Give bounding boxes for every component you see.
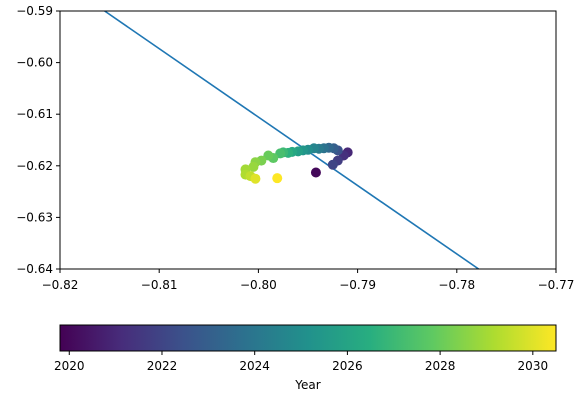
- y-tick-label: −0.59: [16, 4, 53, 18]
- colorbar-gradient: [59, 324, 557, 352]
- x-tick-label: −0.78: [438, 278, 475, 292]
- series-layer: [104, 11, 480, 269]
- x-tick-label: −0.80: [240, 278, 277, 292]
- scatter-point: [310, 167, 321, 178]
- y-tick-label: −0.61: [16, 107, 53, 121]
- colorbar: 2020 2022 2024 2026 2028 2030 Year: [54, 324, 557, 392]
- y-tick-label: −0.62: [16, 159, 53, 173]
- x-tick-label: −0.81: [141, 278, 178, 292]
- scatter-point: [327, 159, 338, 170]
- scatter-point: [263, 150, 274, 161]
- x-axis: −0.82 −0.81 −0.80 −0.79 −0.78 −0.77: [42, 269, 575, 292]
- colorbar-tick-label: 2022: [147, 359, 178, 373]
- colorbar-tick-label: 2024: [239, 359, 270, 373]
- y-axis: −0.64 −0.63 −0.62 −0.61 −0.60 −0.59: [16, 4, 60, 276]
- x-tick-label: −0.82: [42, 278, 79, 292]
- y-tick-label: −0.60: [16, 56, 53, 70]
- scatter-point: [272, 173, 283, 184]
- scatter-point: [248, 161, 259, 172]
- plot-area: −0.82 −0.81 −0.80 −0.79 −0.78 −0.77 −0.64−0.6…: [16, 4, 574, 292]
- colorbar-tick-label: 2026: [332, 359, 363, 373]
- trend-line: [104, 11, 480, 269]
- colorbar-tick-label: 2020: [54, 359, 85, 373]
- colorbar-ticks: 2020 2022 2024 2026 2028 2030: [54, 351, 548, 373]
- colorbar-tick-label: 2028: [425, 359, 456, 373]
- axes-frame: [59, 10, 557, 270]
- colorbar-label: Year: [294, 378, 320, 392]
- y-tick-label: −0.64: [16, 262, 53, 276]
- x-tick-label: −0.79: [339, 278, 376, 292]
- colorbar-tick-label: 2030: [518, 359, 549, 373]
- x-tick-label: −0.77: [538, 278, 575, 292]
- y-tick-label: −0.63: [16, 210, 53, 224]
- scatter-point: [250, 173, 261, 184]
